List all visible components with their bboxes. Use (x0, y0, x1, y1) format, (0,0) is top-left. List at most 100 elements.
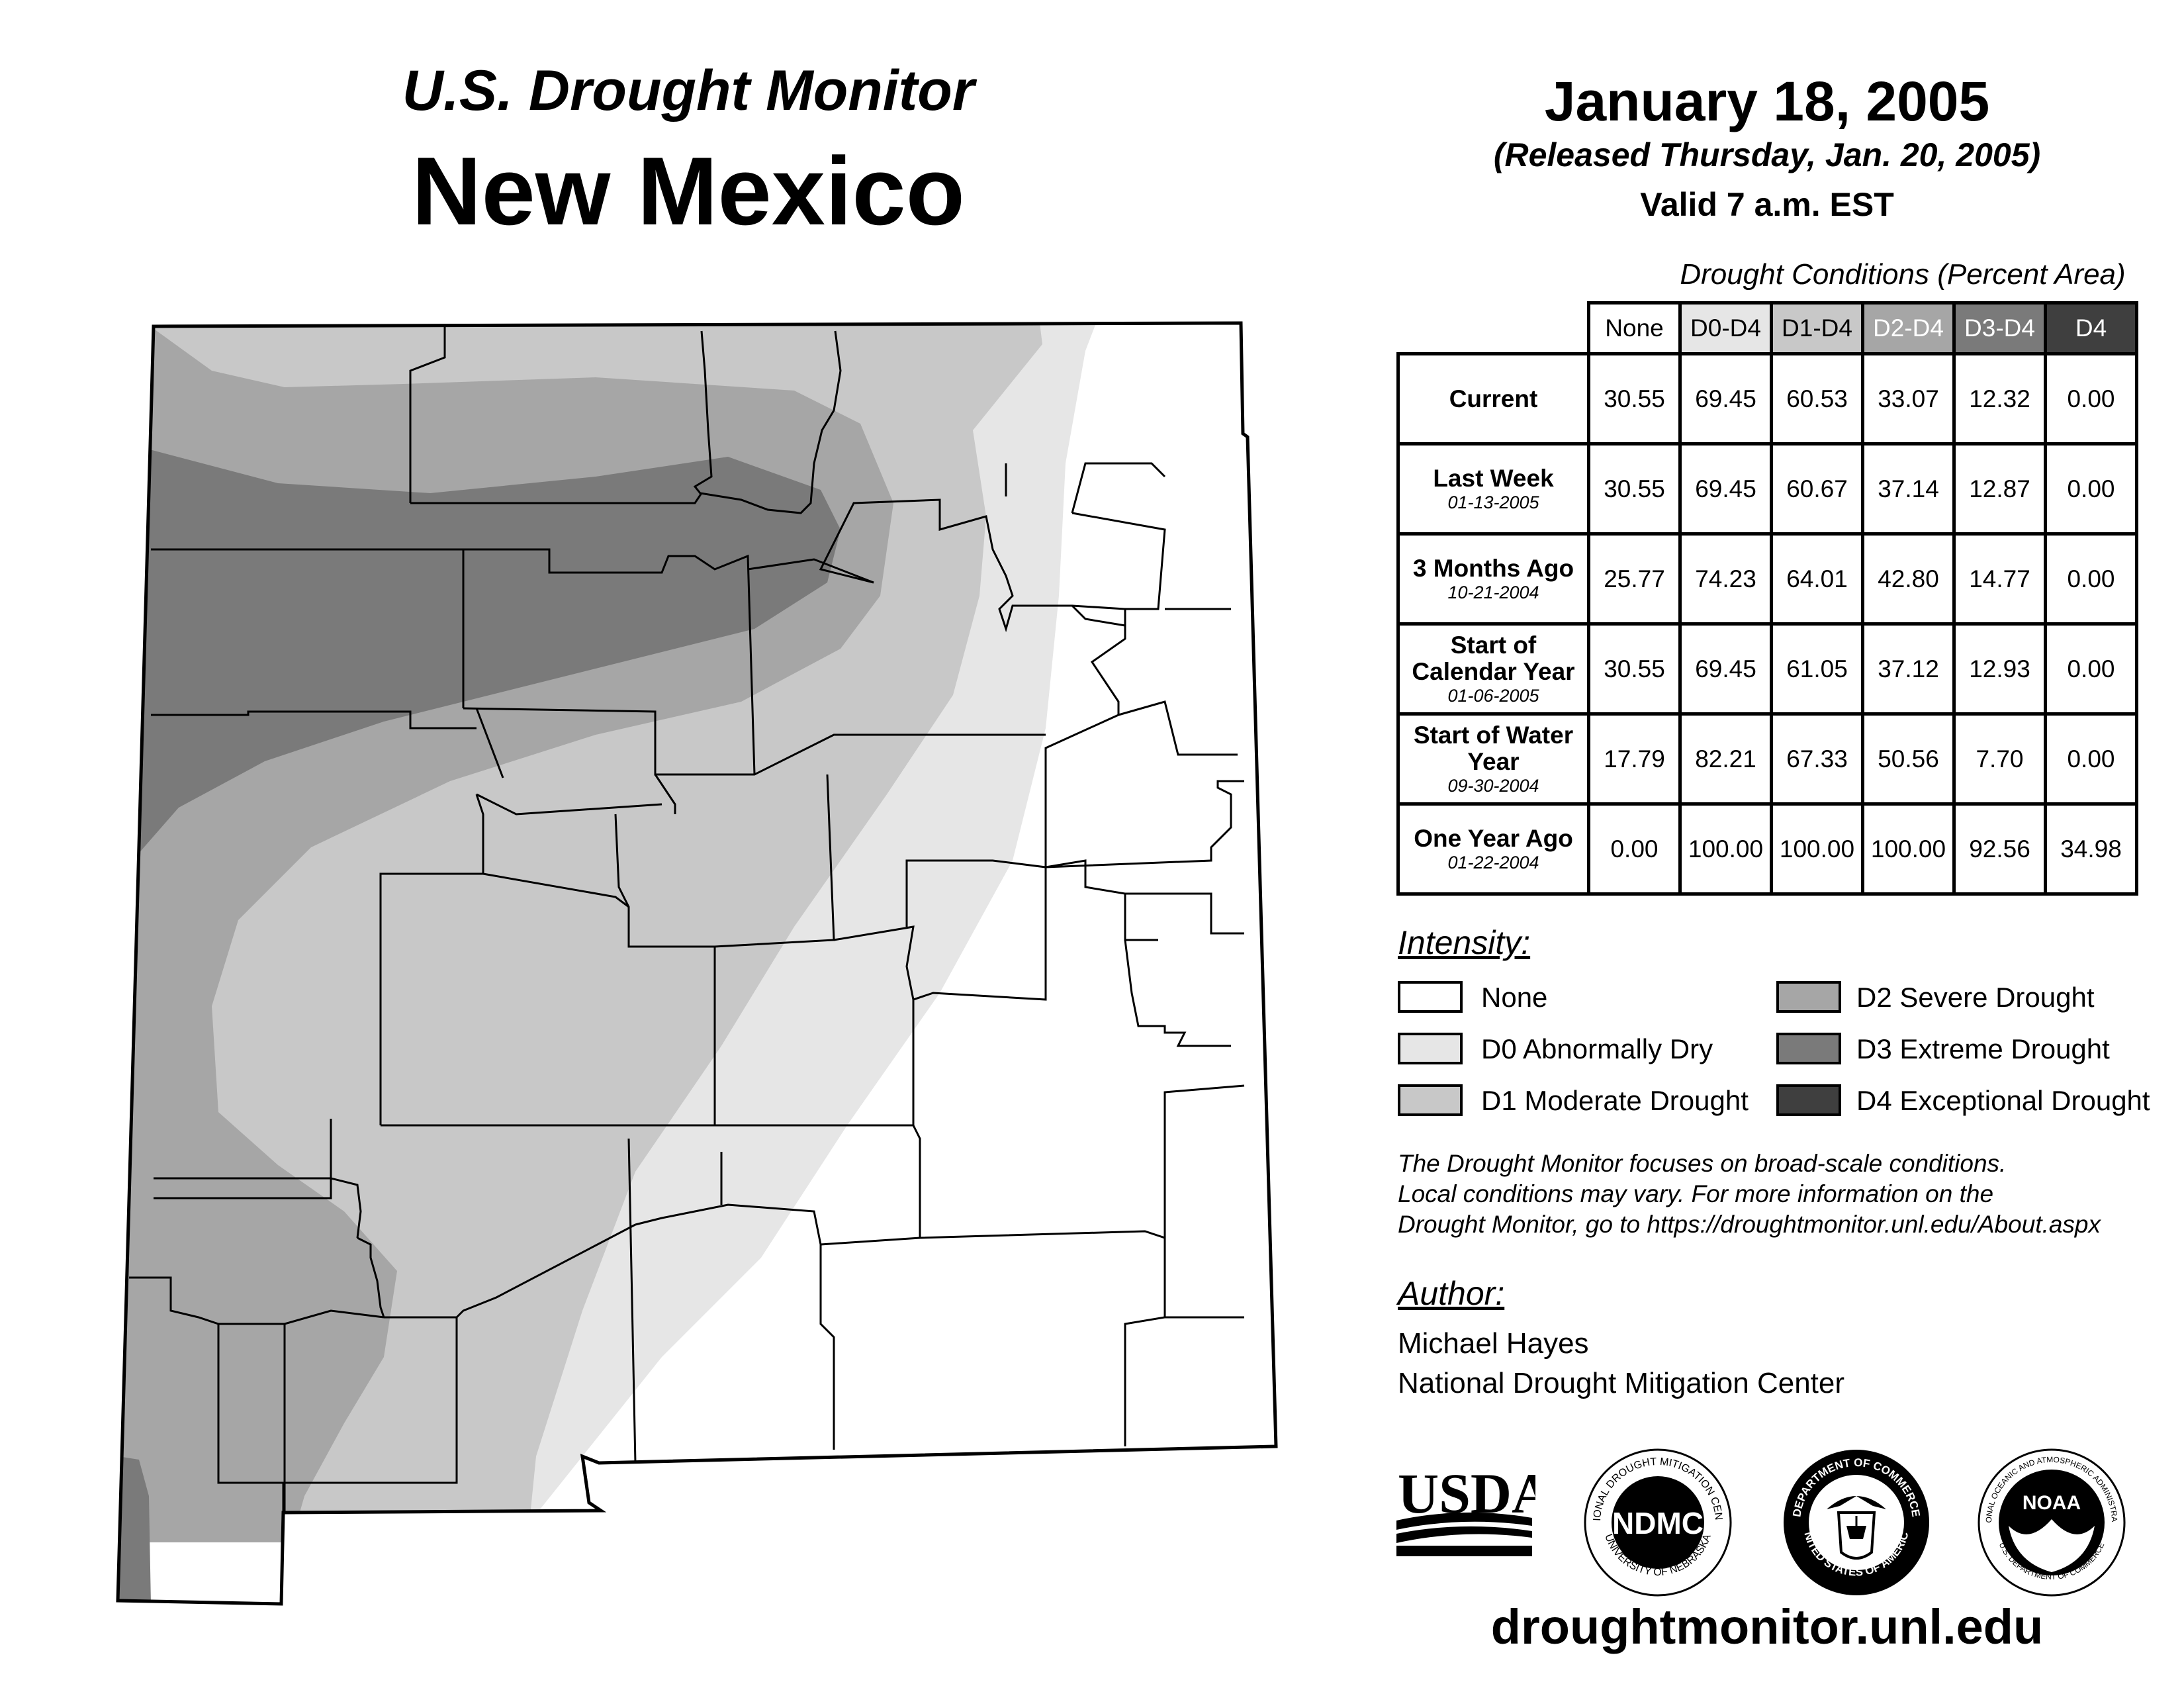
row-date: 01-06-2005 (1447, 685, 1539, 706)
legend-label-d3: D3 Extreme Drought (1856, 1033, 2110, 1064)
noaa-logo: NATIONAL OCEANIC AND ATMOSPHERIC ADMINIS… (1976, 1446, 2126, 1597)
row-label: Current (1396, 352, 1590, 445)
table-cell: 100.00 (1861, 802, 1956, 896)
table-cell: 25.77 (1587, 532, 1682, 626)
table-cell: 0.00 (2044, 622, 2138, 716)
table-cell: 34.98 (2044, 802, 2138, 896)
row-date: 09-30-2004 (1447, 775, 1539, 796)
table-cell: 30.55 (1587, 352, 1682, 445)
col-header-d0-d4: D0-D4 (1678, 301, 1773, 355)
legend-swatch-d0 (1398, 1033, 1463, 1064)
table-cell: 14.77 (1952, 532, 2047, 626)
row-label: One Year Ago 01-22-2004 (1396, 802, 1590, 896)
drought-conditions-table: None D0-D4 D1-D4 D2-D4 D3-D4 D4 Current … (1396, 301, 2138, 896)
author-title: Author: (1398, 1275, 1505, 1312)
row-label: 3 Months Ago 10-21-2004 (1396, 532, 1590, 626)
table-header-row: None D0-D4 D1-D4 D2-D4 D3-D4 D4 (1398, 301, 2138, 355)
usda-logo: USDA (1396, 1462, 1535, 1556)
table-cell: 74.23 (1678, 532, 1773, 626)
table-cell: 0.00 (2044, 352, 2138, 445)
table-row: One Year Ago 01-22-2004 0.00 100.00 100.0… (1396, 802, 2138, 896)
table-cell: 60.67 (1770, 442, 1864, 536)
table-row: Start of Calendar Year 01-06-2005 30.55 6… (1396, 622, 2138, 716)
author-org: National Drought Mitigation Center (1398, 1367, 1845, 1399)
table-cell: 60.53 (1770, 352, 1864, 445)
table-cell: 37.12 (1861, 622, 1956, 716)
table-cell: 50.56 (1861, 712, 1956, 806)
table-row: Start of Water Year 09-30-2004 17.79 82.2… (1396, 712, 2138, 806)
table-row: Current 30.55 69.45 60.53 33.07 12.32 0.… (1396, 352, 2138, 445)
table-cell: 0.00 (2044, 532, 2138, 626)
row-date: 10-21-2004 (1447, 582, 1539, 602)
drought-area-d3-southwest (118, 1456, 151, 1604)
table-cell: 33.07 (1861, 352, 1956, 445)
table-title: Drought Conditions (Percent Area) (1680, 258, 2126, 291)
table-cell: 82.21 (1678, 712, 1773, 806)
table-cell: 30.55 (1587, 442, 1682, 536)
col-header-d1-d4: D1-D4 (1770, 301, 1864, 355)
note-line: The Drought Monitor focuses on broad-sca… (1398, 1150, 2007, 1177)
map-subtitle: U.S. Drought Monitor (402, 59, 975, 122)
table-cell: 37.14 (1861, 442, 1956, 536)
table-cell: 67.33 (1770, 712, 1864, 806)
row-label: Last Week 01-13-2005 (1396, 442, 1590, 536)
row-date: 01-22-2004 (1447, 852, 1539, 872)
table-cell: 64.01 (1770, 532, 1864, 626)
col-header-d3-d4: D3-D4 (1952, 301, 2047, 355)
author-name: Michael Hayes (1398, 1327, 1589, 1360)
row-label: Start of Calendar Year 01-06-2005 (1396, 622, 1590, 716)
table-cell: 0.00 (1587, 802, 1682, 896)
legend-swatch-d3 (1776, 1033, 1841, 1064)
col-header-none: None (1587, 301, 1682, 355)
table-cell: 0.00 (2044, 712, 2138, 806)
table-cell: 100.00 (1770, 802, 1864, 896)
table-cell: 12.93 (1952, 622, 2047, 716)
table-corner (1398, 303, 1589, 354)
legend-label-d4: D4 Exceptional Drought (1856, 1085, 2150, 1116)
table-cell: 7.70 (1952, 712, 2047, 806)
table-cell: 42.80 (1861, 532, 1956, 626)
table-cell: 100.00 (1678, 802, 1773, 896)
table-cell: 69.45 (1678, 352, 1773, 445)
legend-label-d2: D2 Severe Drought (1856, 982, 2095, 1013)
release-date: (Released Thursday, Jan. 20, 2005) (1493, 136, 2041, 173)
legend-swatch-none (1398, 981, 1463, 1013)
legend-label-d0: D0 Abnormally Dry (1481, 1033, 1713, 1064)
table-row: Last Week 01-13-2005 30.55 69.45 60.67 37… (1396, 442, 2138, 536)
doc-seal-logo: DEPARTMENT OF COMMERCE UNITED STATES OF … (1780, 1446, 1929, 1595)
new-mexico-map (116, 321, 1278, 1606)
table-cell: 69.45 (1678, 442, 1773, 536)
disclaimer-note: The Drought Monitor focuses on broad-sca… (1398, 1149, 2184, 1240)
table-cell: 17.79 (1587, 712, 1682, 806)
state-outline (116, 321, 1278, 1606)
table-row: 3 Months Ago 10-21-2004 25.77 74.23 64.01… (1396, 532, 2138, 626)
valid-time: Valid 7 a.m. EST (1640, 186, 1894, 223)
ndmc-logo: NATIONAL DROUGHT MITIGATION CENTER UNIVE… (1582, 1446, 1732, 1597)
legend-label-none: None (1481, 982, 1548, 1013)
col-header-d2-d4: D2-D4 (1861, 301, 1956, 355)
table-cell: 12.87 (1952, 442, 2047, 536)
table-cell: 12.32 (1952, 352, 2047, 445)
row-label: Start of Water Year 09-30-2004 (1396, 712, 1590, 806)
legend-swatch-d2 (1776, 981, 1841, 1013)
table-cell: 69.45 (1678, 622, 1773, 716)
table-cell: 92.56 (1952, 802, 2047, 896)
svg-text:NOAA: NOAA (2023, 1492, 2081, 1514)
table-cell: 61.05 (1770, 622, 1864, 716)
legend-title: Intensity: (1398, 924, 1531, 961)
map-title: New Mexico (412, 137, 965, 245)
note-line: Drought Monitor, go to https://droughtmo… (1398, 1211, 2101, 1238)
note-line: Local conditions may vary. For more info… (1398, 1180, 1994, 1207)
legend-label-d1: D1 Moderate Drought (1481, 1085, 1749, 1116)
website-url: droughtmonitor.unl.edu (1490, 1599, 2044, 1654)
county-boundaries (129, 326, 1245, 1513)
row-date: 01-13-2005 (1447, 492, 1539, 512)
table-cell: 0.00 (2044, 442, 2138, 536)
col-header-d4: D4 (2044, 301, 2138, 355)
table-cell: 30.55 (1587, 622, 1682, 716)
legend-swatch-d4 (1776, 1084, 1841, 1116)
drought-area-d3 (118, 437, 841, 894)
legend-swatch-d1 (1398, 1084, 1463, 1116)
map-date: January 18, 2005 (1544, 70, 1990, 132)
svg-text:NDMC: NDMC (1612, 1506, 1704, 1540)
